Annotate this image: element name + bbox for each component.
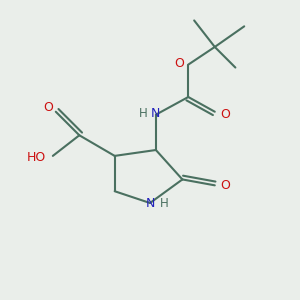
Text: N: N xyxy=(151,107,160,120)
Text: H: H xyxy=(160,197,168,210)
Text: O: O xyxy=(174,57,184,70)
Text: O: O xyxy=(220,179,230,192)
Text: O: O xyxy=(44,101,53,114)
Text: O: O xyxy=(220,108,230,121)
Text: N: N xyxy=(146,197,156,210)
Text: HO: HO xyxy=(27,151,46,164)
Text: H: H xyxy=(139,107,148,120)
